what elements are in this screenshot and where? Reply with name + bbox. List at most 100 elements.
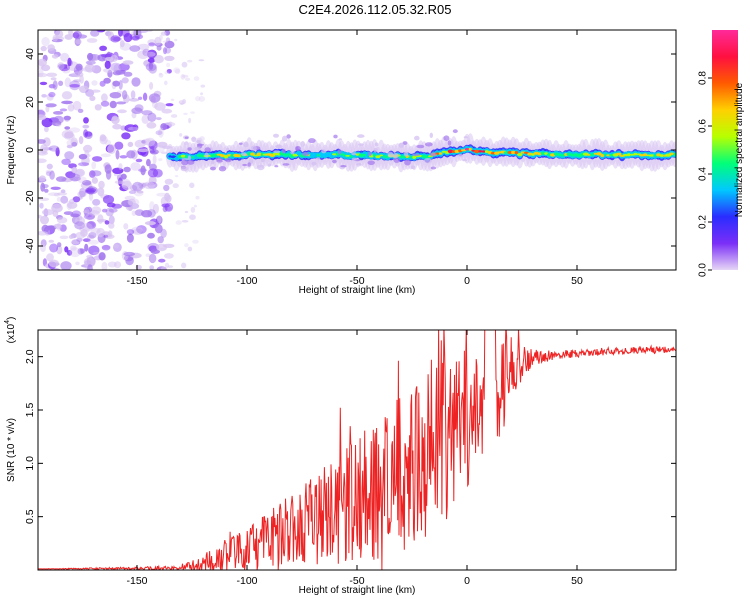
noise-blob (97, 214, 104, 224)
noise-blob (170, 114, 178, 118)
ridge-scatter (302, 151, 310, 157)
noise-blob (126, 229, 135, 235)
noise-blob (128, 190, 136, 195)
noise-blob (49, 170, 55, 180)
noise-blob (67, 201, 78, 209)
ridge-core (313, 153, 318, 157)
noise-blob (83, 117, 89, 124)
colorbar-tick-label: 0.6 (698, 119, 709, 133)
noise-blob (63, 115, 72, 121)
noise-blob (53, 111, 64, 115)
ridge-scatter (187, 155, 191, 161)
noise-blob (98, 180, 105, 189)
ridge-scatter (260, 157, 265, 163)
noise-blob (40, 239, 47, 247)
noise-blob (101, 93, 108, 102)
ridge-scatter (351, 152, 357, 156)
ridge-core (174, 156, 179, 160)
ridge-scatter (356, 163, 362, 166)
ridge-core (464, 148, 470, 151)
noise-blob (107, 230, 113, 238)
noise-blob (79, 74, 84, 84)
noise-blob (55, 147, 60, 157)
noise-blob (44, 188, 49, 193)
noise-blob (39, 202, 44, 209)
ridge-scatter (412, 153, 420, 157)
noise-blob (62, 68, 71, 74)
ridge-core (309, 154, 315, 157)
noise-blob (101, 244, 111, 251)
noise-blob (57, 63, 67, 69)
noise-blob (164, 55, 175, 62)
noise-blob (92, 198, 101, 206)
y-tick-label: 20 (24, 96, 36, 108)
ridge-scatter (373, 147, 378, 153)
noise-blob (134, 190, 144, 197)
noise-blob (195, 195, 200, 200)
ridge-core (375, 155, 381, 159)
noise-blob (166, 62, 171, 68)
ridge-core (648, 154, 655, 157)
noise-blob (174, 38, 178, 42)
noise-blob (66, 144, 73, 149)
x-tick-label: 50 (571, 275, 583, 287)
noise-blob (98, 252, 106, 261)
y-scale-base: (x10 (6, 323, 17, 343)
noise-blob (47, 44, 55, 51)
noise-blob (48, 145, 60, 152)
noise-blob (115, 70, 126, 75)
noise-blob (138, 96, 143, 101)
noise-blob (155, 130, 163, 135)
noise-blob (39, 175, 46, 182)
noise-blob (192, 239, 199, 244)
noise-blob (56, 217, 68, 224)
noise-blob (45, 171, 52, 177)
noise-blob (160, 266, 167, 270)
ridge-scatter (281, 148, 286, 154)
ridge-core (570, 153, 575, 157)
noise-blob (63, 211, 74, 216)
ridge-core (627, 153, 631, 157)
noise-blob (183, 112, 188, 116)
noise-blob (82, 66, 93, 72)
ridge-scatter (410, 165, 416, 169)
ridge-scatter (250, 145, 257, 151)
noise-blob (68, 73, 81, 77)
ridge-core (379, 154, 384, 157)
noise-blob (104, 164, 112, 174)
noise-blob (137, 148, 149, 153)
ridge-scatter (275, 144, 283, 148)
ridge-scatter (457, 153, 464, 158)
noise-blob (60, 261, 72, 270)
noise-blob (56, 245, 63, 255)
noise-blob (108, 208, 118, 213)
noise-blob (101, 261, 108, 270)
noise-blob (67, 104, 75, 112)
ridge-core (527, 152, 533, 156)
noise-blob (41, 117, 53, 128)
noise-blob (190, 206, 196, 213)
y-scale-exponent: 4 (4, 320, 11, 324)
ridge-scatter (333, 134, 338, 139)
ridge-scatter (321, 149, 327, 154)
ridge-core (553, 152, 559, 156)
y-scale-label: (x104) (4, 317, 17, 344)
noise-blob (81, 222, 93, 232)
noise-blob (147, 232, 155, 239)
x-tick-label: -100 (236, 575, 257, 587)
noise-blob (46, 163, 53, 170)
noise-blob (144, 221, 156, 226)
noise-blob (49, 243, 59, 253)
ridge-core (623, 153, 628, 157)
ridge-scatter (184, 136, 189, 139)
ridge-scatter (351, 157, 357, 161)
noise-blob (144, 51, 156, 57)
ridge-core (438, 152, 443, 155)
noise-blob (84, 187, 97, 193)
noise-blob (132, 181, 143, 192)
noise-blob (153, 203, 159, 214)
colorbar-tick-label: 0.2 (698, 215, 709, 229)
noise-blob (121, 90, 128, 100)
x-tick-label: -100 (236, 275, 257, 287)
